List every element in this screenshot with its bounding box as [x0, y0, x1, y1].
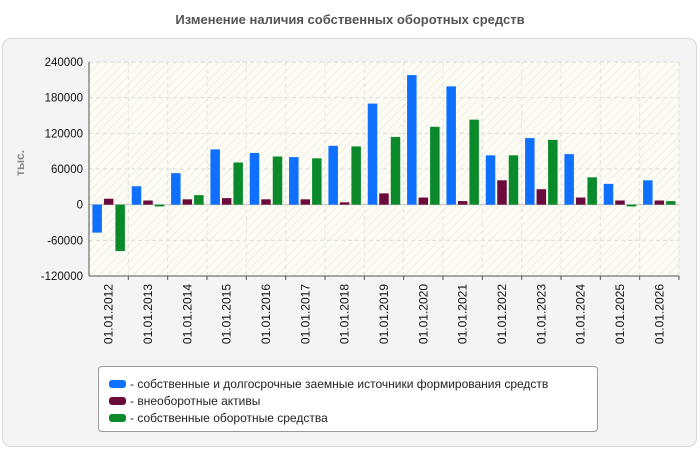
- x-tick-label: 01.01.2022: [495, 284, 509, 344]
- bar-series-2-0: [115, 204, 125, 252]
- y-tick-label: 180000: [45, 93, 83, 105]
- legend-item-noncurrent-assets: - внеоборотные активы: [109, 392, 597, 409]
- bar-series-0-7: [367, 103, 378, 205]
- bar-series-1-11: [536, 189, 547, 205]
- bar-series-0-9: [446, 86, 456, 205]
- bar-series-0-0: [92, 204, 102, 233]
- bar-series-2-14: [666, 201, 676, 205]
- legend-label-sources: - собственные и долгосрочные заемные ист…: [130, 376, 549, 391]
- x-tick-label: 01.01.2012: [102, 284, 116, 344]
- bar-series-1-3: [221, 198, 232, 205]
- x-tick-label: 01.01.2013: [141, 284, 155, 344]
- bar-series-1-14: [654, 200, 665, 205]
- legend-item-sources: - собственные и долгосрочные заемные ист…: [109, 375, 597, 392]
- x-tick-label: 01.01.2016: [259, 284, 273, 344]
- y-tick-label: -60000: [47, 235, 83, 247]
- bar-series-1-13: [615, 200, 625, 205]
- x-tick-label: 01.01.2024: [574, 284, 588, 344]
- y-axis-label: тыс.: [13, 150, 27, 176]
- bar-series-2-8: [430, 126, 440, 205]
- bar-series-2-9: [469, 119, 479, 205]
- legend-label-noncurrent-assets: - внеоборотные активы: [130, 393, 261, 408]
- bar-series-2-12: [587, 177, 597, 205]
- legend-item-working-capital: - собственные оборотные средства: [109, 409, 597, 426]
- bars-group: [92, 75, 676, 252]
- axes: [88, 62, 680, 280]
- x-tick-label: 01.01.2014: [180, 284, 194, 344]
- y-tick-label: 120000: [45, 128, 83, 140]
- x-tick-label: 01.01.2023: [534, 284, 548, 344]
- x-tick-label: 01.01.2017: [298, 284, 312, 344]
- bar-series-2-1: [154, 204, 165, 207]
- y-tick-label: 60000: [51, 164, 83, 176]
- bar-series-0-3: [210, 149, 220, 205]
- bar-series-1-5: [300, 199, 311, 205]
- bar-series-2-3: [233, 162, 243, 205]
- bar-series-1-10: [497, 180, 507, 205]
- bar-series-0-6: [328, 145, 338, 205]
- bar-series-2-7: [390, 136, 401, 205]
- bar-series-0-8: [407, 75, 417, 205]
- bar-series-2-2: [194, 195, 204, 205]
- bar-series-0-5: [289, 157, 299, 205]
- chart-title: Изменение наличия собственных оборотных …: [175, 12, 525, 27]
- x-tick-label: 01.01.2025: [613, 284, 627, 344]
- x-tick-label: 01.01.2018: [338, 284, 352, 344]
- x-tick-label: 01.01.2015: [220, 284, 234, 344]
- y-tick-label: 240000: [45, 57, 83, 69]
- bar-series-1-1: [143, 200, 153, 205]
- x-tick-labels: 01.01.2012 01.01.2013 01.01.2014 01.01.2015…: [102, 284, 667, 344]
- x-tick-label: 01.01.2021: [456, 284, 470, 344]
- bar-series-0-10: [485, 155, 496, 205]
- bar-series-1-8: [418, 197, 429, 205]
- legend-swatch-noncurrent-assets: [109, 396, 126, 405]
- bar-series-1-4: [261, 199, 271, 205]
- legend-label-working-capital: - собственные оборотные средства: [130, 410, 328, 425]
- bar-series-2-4: [272, 156, 283, 205]
- bar-series-0-12: [564, 154, 574, 205]
- x-tick-label: 01.01.2026: [652, 284, 666, 344]
- bar-series-2-6: [351, 146, 361, 205]
- bar-series-1-6: [339, 202, 350, 205]
- legend-swatch-sources: [109, 379, 126, 388]
- bar-series-0-14: [643, 180, 653, 205]
- y-tick-labels: 240000 180000 120000 60000 0 -60000 -120000: [41, 57, 83, 283]
- bar-series-1-2: [182, 199, 193, 205]
- bar-series-2-11: [548, 139, 558, 205]
- bar-series-2-10: [508, 155, 519, 205]
- bar-series-0-1: [131, 186, 142, 205]
- legend-swatch-working-capital: [109, 413, 126, 422]
- bar-series-0-4: [249, 152, 260, 205]
- bar-series-2-13: [626, 204, 637, 207]
- bar-series-1-12: [575, 197, 586, 205]
- x-tick-label: 01.01.2019: [377, 284, 391, 344]
- y-tick-label: 0: [77, 200, 83, 212]
- y-tick-label: -120000: [41, 271, 83, 283]
- legend: - собственные и долгосрочные заемные ист…: [98, 366, 598, 432]
- bar-series-2-5: [312, 158, 322, 205]
- bar-series-1-9: [457, 201, 468, 205]
- x-tick-label: 01.01.2020: [416, 284, 430, 344]
- bar-series-1-0: [103, 198, 114, 205]
- bar-series-0-11: [525, 138, 535, 205]
- bar-series-0-2: [171, 173, 181, 205]
- bar-series-0-13: [603, 183, 614, 205]
- bar-series-1-7: [379, 193, 389, 205]
